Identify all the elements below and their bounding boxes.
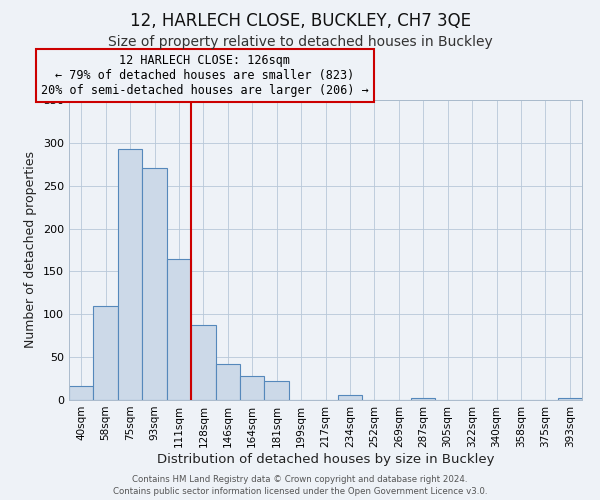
Bar: [240, 376, 265, 400]
Bar: [142, 168, 167, 400]
Bar: [265, 381, 289, 400]
Bar: [557, 398, 582, 400]
Bar: [215, 364, 240, 400]
Bar: [69, 386, 94, 400]
Text: Contains public sector information licensed under the Open Government Licence v3: Contains public sector information licen…: [113, 487, 487, 496]
Bar: [338, 395, 362, 400]
Text: 12, HARLECH CLOSE, BUCKLEY, CH7 3QE: 12, HARLECH CLOSE, BUCKLEY, CH7 3QE: [130, 12, 470, 30]
Y-axis label: Number of detached properties: Number of detached properties: [25, 152, 37, 348]
Bar: [94, 306, 118, 400]
X-axis label: Distribution of detached houses by size in Buckley: Distribution of detached houses by size …: [157, 452, 494, 466]
Bar: [191, 326, 215, 400]
Text: Contains HM Land Registry data © Crown copyright and database right 2024.: Contains HM Land Registry data © Crown c…: [132, 475, 468, 484]
Text: Size of property relative to detached houses in Buckley: Size of property relative to detached ho…: [107, 35, 493, 49]
Bar: [411, 398, 436, 400]
Text: 12 HARLECH CLOSE: 126sqm
← 79% of detached houses are smaller (823)
20% of semi-: 12 HARLECH CLOSE: 126sqm ← 79% of detach…: [41, 54, 369, 97]
Bar: [118, 149, 142, 400]
Bar: [167, 260, 191, 400]
